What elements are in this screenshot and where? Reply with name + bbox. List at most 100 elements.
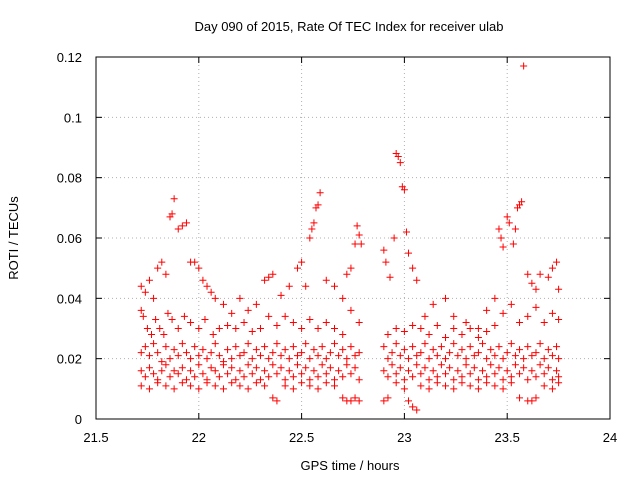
data-point xyxy=(256,376,264,384)
data-point xyxy=(462,355,470,363)
data-point xyxy=(516,370,524,378)
data-point xyxy=(322,379,330,387)
y-tick-label: 0.1 xyxy=(64,110,82,125)
data-point xyxy=(199,346,207,354)
data-point xyxy=(269,361,277,369)
data-point xyxy=(405,355,413,363)
data-point xyxy=(450,312,458,320)
data-point xyxy=(462,318,470,326)
data-point xyxy=(339,394,347,402)
data-point xyxy=(479,367,487,375)
data-point xyxy=(507,340,515,348)
data-point xyxy=(413,361,421,369)
data-point xyxy=(540,318,548,326)
data-point xyxy=(293,264,301,272)
data-point xyxy=(168,315,176,323)
data-point xyxy=(413,406,421,414)
data-point xyxy=(137,306,145,314)
data-point xyxy=(170,346,178,354)
data-point xyxy=(207,349,215,357)
data-point xyxy=(265,273,273,281)
data-point xyxy=(224,346,232,354)
data-point xyxy=(409,264,417,272)
data-point xyxy=(187,382,195,390)
data-point xyxy=(392,325,400,332)
data-point xyxy=(495,225,503,233)
data-point xyxy=(248,328,256,336)
data-point xyxy=(269,270,277,278)
data-point xyxy=(298,258,306,266)
data-point xyxy=(355,397,363,405)
data-point xyxy=(417,382,425,390)
data-point xyxy=(224,370,232,378)
data-point xyxy=(532,394,540,402)
data-point xyxy=(302,364,310,372)
data-point xyxy=(499,355,507,363)
data-point xyxy=(261,276,269,284)
data-point xyxy=(386,273,394,281)
data-point xyxy=(170,367,178,375)
data-point xyxy=(347,397,355,405)
data-point xyxy=(437,343,445,351)
y-tick-label: 0.04 xyxy=(57,291,82,306)
data-point xyxy=(160,331,168,339)
data-point xyxy=(145,352,153,360)
data-point xyxy=(236,367,244,375)
data-point xyxy=(442,355,450,363)
axis-ticks xyxy=(95,56,611,420)
data-point xyxy=(555,355,563,363)
data-point xyxy=(252,364,260,372)
data-point xyxy=(174,325,182,332)
data-point xyxy=(388,349,396,357)
data-point xyxy=(405,249,413,257)
data-point xyxy=(154,264,162,272)
data-point xyxy=(195,325,203,332)
data-point xyxy=(392,379,400,387)
data-point xyxy=(442,334,450,342)
data-point xyxy=(520,62,528,70)
data-point xyxy=(421,312,429,320)
data-point xyxy=(520,364,528,372)
data-point xyxy=(154,349,162,357)
data-point xyxy=(458,331,466,339)
data-point xyxy=(524,376,532,384)
data-point xyxy=(409,343,417,351)
data-point xyxy=(261,367,269,375)
data-point xyxy=(162,361,170,369)
data-point xyxy=(355,318,363,326)
data-point xyxy=(380,397,388,405)
data-point xyxy=(487,346,495,354)
data-points xyxy=(137,62,563,414)
data-point xyxy=(308,225,316,233)
data-point xyxy=(429,367,437,375)
data-point xyxy=(178,364,186,372)
data-point xyxy=(396,352,404,360)
data-point xyxy=(483,355,491,363)
data-point xyxy=(236,382,244,390)
data-point xyxy=(454,367,462,375)
data-point xyxy=(351,364,359,372)
data-point xyxy=(442,382,450,390)
data-point xyxy=(509,240,517,248)
data-point xyxy=(141,373,149,381)
data-point xyxy=(474,334,482,342)
data-point xyxy=(228,309,236,317)
data-point xyxy=(298,325,306,332)
data-point xyxy=(458,346,466,354)
data-point xyxy=(442,294,450,302)
data-point xyxy=(228,364,236,372)
data-point xyxy=(466,343,474,351)
data-point xyxy=(499,309,507,317)
y-tick-label: 0.08 xyxy=(57,171,82,186)
data-point xyxy=(555,373,563,381)
data-point xyxy=(394,153,402,161)
data-point xyxy=(384,355,392,363)
data-point xyxy=(215,352,223,360)
data-point xyxy=(143,325,151,332)
data-point xyxy=(400,376,408,384)
data-point xyxy=(454,352,462,360)
data-point xyxy=(158,358,166,366)
data-point xyxy=(330,340,338,348)
data-point xyxy=(466,325,474,332)
data-point xyxy=(141,288,149,296)
